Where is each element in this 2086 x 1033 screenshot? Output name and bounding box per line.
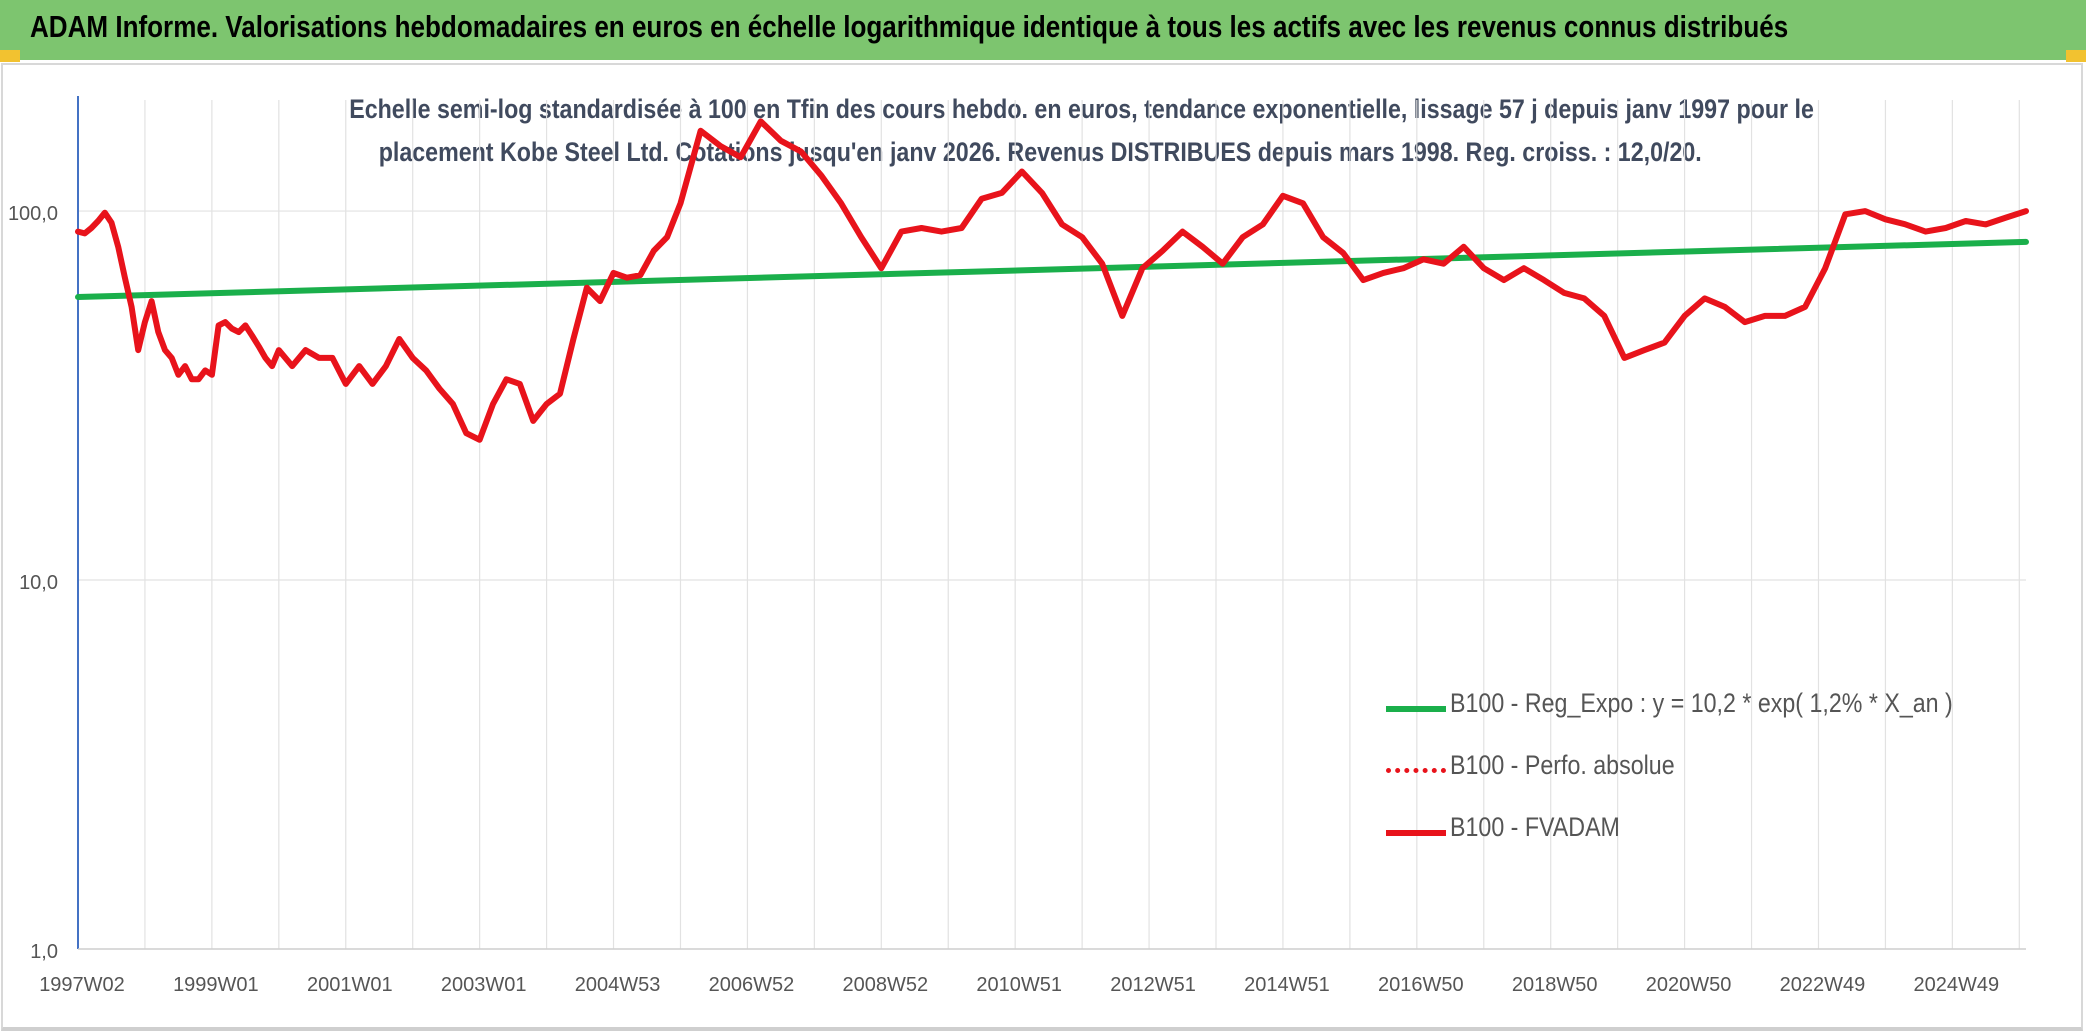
chart-title-line-2: placement Kobe Steel Ltd. Cotations jusq… xyxy=(378,137,1702,167)
x-tick-label: 2016W50 xyxy=(1378,974,1464,996)
y-tick-label: 1,0 xyxy=(30,941,58,963)
x-tick-label: 2012W51 xyxy=(1110,974,1196,996)
legend-label-fvadam: B100 - FVADAM xyxy=(1450,812,1620,842)
header-banner: ADAM Informe. Valorisations hebdomadaire… xyxy=(0,0,2086,60)
x-tick-label: 2006W52 xyxy=(709,974,795,996)
y-tick-label: 100,0 xyxy=(8,203,58,225)
corner-marker-top-right xyxy=(2066,50,2086,62)
legend-label-regression: B100 - Reg_Expo : y = 10,2 * exp( 1,2% *… xyxy=(1450,688,1953,718)
legend-swatch-perfo-absolue xyxy=(1386,768,1446,773)
x-tick-label: 2018W50 xyxy=(1512,974,1598,996)
legend-swatch-regression xyxy=(1386,706,1446,712)
x-tick-label: 2014W51 xyxy=(1244,974,1330,996)
x-tick-label: 2010W51 xyxy=(976,974,1062,996)
x-tick-label: 2020W50 xyxy=(1646,974,1732,996)
x-tick-label: 2001W01 xyxy=(307,974,393,996)
legend-label-perfo-absolue: B100 - Perfo. absolue xyxy=(1450,750,1675,780)
chart-frame xyxy=(1,63,2083,1031)
x-tick-label: 1999W01 xyxy=(173,974,259,996)
legend-swatch-fvadam xyxy=(1386,830,1446,836)
x-tick-label: 1997W02 xyxy=(39,974,125,996)
series-line-fvadam xyxy=(75,118,2029,443)
x-tick-label: 2024W49 xyxy=(1914,974,2000,996)
corner-marker-top-left xyxy=(0,50,20,62)
series-line-regression xyxy=(75,238,2029,300)
x-tick-label: 2004W53 xyxy=(575,974,661,996)
x-tick-label: 2003W01 xyxy=(441,974,527,996)
y-tick-label: 10,0 xyxy=(19,572,58,594)
x-tick-label: 2022W49 xyxy=(1780,974,1866,996)
header-title: ADAM Informe. Valorisations hebdomadaire… xyxy=(30,9,1789,44)
x-tick-label: 2008W52 xyxy=(842,974,928,996)
